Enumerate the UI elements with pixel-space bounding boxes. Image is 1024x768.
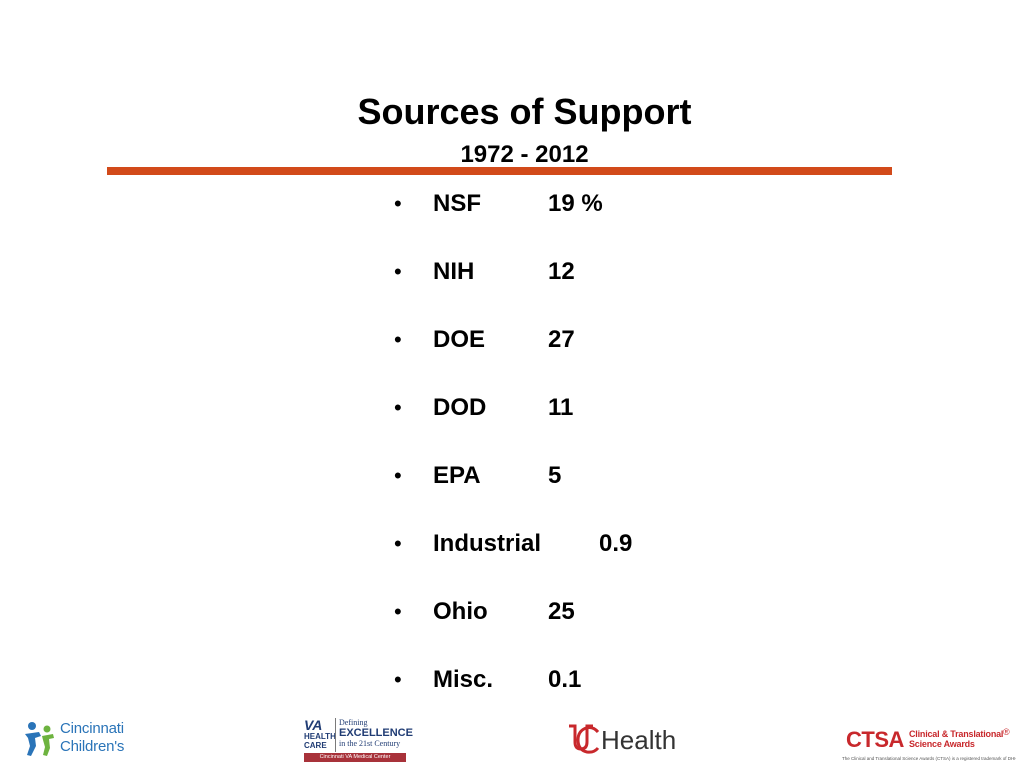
childrens-line: Children's bbox=[60, 738, 125, 755]
va-health-word: HEALTH bbox=[304, 732, 336, 741]
va-medical-center-bar: Cincinnati VA Medical Center bbox=[304, 753, 406, 762]
cincinnati-line: Cincinnati bbox=[60, 720, 124, 737]
va-care-word: CARE bbox=[304, 741, 327, 750]
source-name: NIH bbox=[433, 258, 475, 285]
va-health-care-text: HEALTH CARE bbox=[304, 732, 336, 750]
cincinnati-childrens-logo: Cincinnati Children's bbox=[22, 718, 157, 762]
cincinnati-childrens-wordmark: Cincinnati Children's bbox=[60, 720, 124, 756]
ctsa-trademark-note: The Clinical and Translational Science A… bbox=[842, 756, 1016, 761]
registered-mark: ® bbox=[1003, 727, 1010, 737]
va-excellence: EXCELLENCE bbox=[339, 727, 413, 739]
source-value: 12 bbox=[548, 258, 575, 285]
bullet-icon: • bbox=[394, 327, 402, 352]
bullet-icon: • bbox=[394, 531, 402, 556]
va-health-care-logo: VA HEALTH CARE Defining EXCELLENCE in th… bbox=[304, 717, 413, 762]
uc-health-logo: Health bbox=[567, 722, 689, 758]
slide-subtitle: 1972 - 2012 bbox=[460, 141, 589, 168]
va-tagline: Defining EXCELLENCE in the 21st Century bbox=[335, 718, 413, 752]
source-name: Ohio bbox=[433, 598, 488, 625]
source-name: Industrial bbox=[433, 530, 542, 557]
source-name: NSF bbox=[433, 190, 481, 217]
source-name: EPA bbox=[433, 462, 481, 489]
ctsa-logo: CTSA Clinical & Translational Science Aw… bbox=[842, 727, 1016, 763]
source-value: 5 bbox=[548, 462, 562, 489]
ctsa-letters: CTSA bbox=[846, 727, 904, 752]
bullet-icon: • bbox=[394, 395, 402, 420]
ctsa-line1: Clinical & Translational bbox=[909, 729, 1004, 739]
bullet-icon: • bbox=[394, 259, 402, 284]
ctsa-line2: Science Awards bbox=[909, 739, 975, 749]
va-letters: VA bbox=[304, 717, 323, 733]
source-value: 0.1 bbox=[548, 666, 582, 693]
source-name: Misc. bbox=[433, 666, 494, 693]
source-value: 25 bbox=[548, 598, 575, 625]
slide-title: Sources of Support bbox=[357, 91, 692, 132]
bullet-icon: • bbox=[394, 191, 402, 216]
source-value: 11 bbox=[548, 394, 574, 421]
uc-mark-icon bbox=[569, 724, 600, 754]
va-mark: VA HEALTH CARE bbox=[304, 717, 336, 752]
va-defining: Defining bbox=[339, 718, 368, 727]
bullet-icon: • bbox=[394, 599, 402, 624]
source-value: 0.9 bbox=[599, 530, 633, 557]
source-value: 19 % bbox=[548, 190, 603, 217]
va-century: in the 21st Century bbox=[339, 739, 401, 748]
source-name: DOE bbox=[433, 326, 486, 353]
bullet-icon: • bbox=[394, 667, 402, 692]
title-divider bbox=[107, 167, 892, 175]
ctsa-wordmark: Clinical & Translational Science Awards bbox=[909, 729, 1003, 749]
bullet-icon: • bbox=[394, 463, 402, 488]
uc-health-wordmark: Health bbox=[601, 725, 677, 755]
child-figure-icon bbox=[25, 722, 54, 756]
source-name: DOD bbox=[433, 394, 487, 421]
source-value: 27 bbox=[548, 326, 575, 353]
